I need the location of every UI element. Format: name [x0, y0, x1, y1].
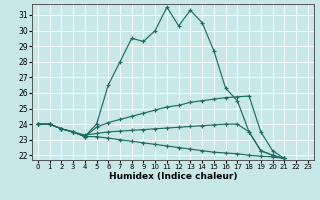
X-axis label: Humidex (Indice chaleur): Humidex (Indice chaleur) [108, 172, 237, 181]
